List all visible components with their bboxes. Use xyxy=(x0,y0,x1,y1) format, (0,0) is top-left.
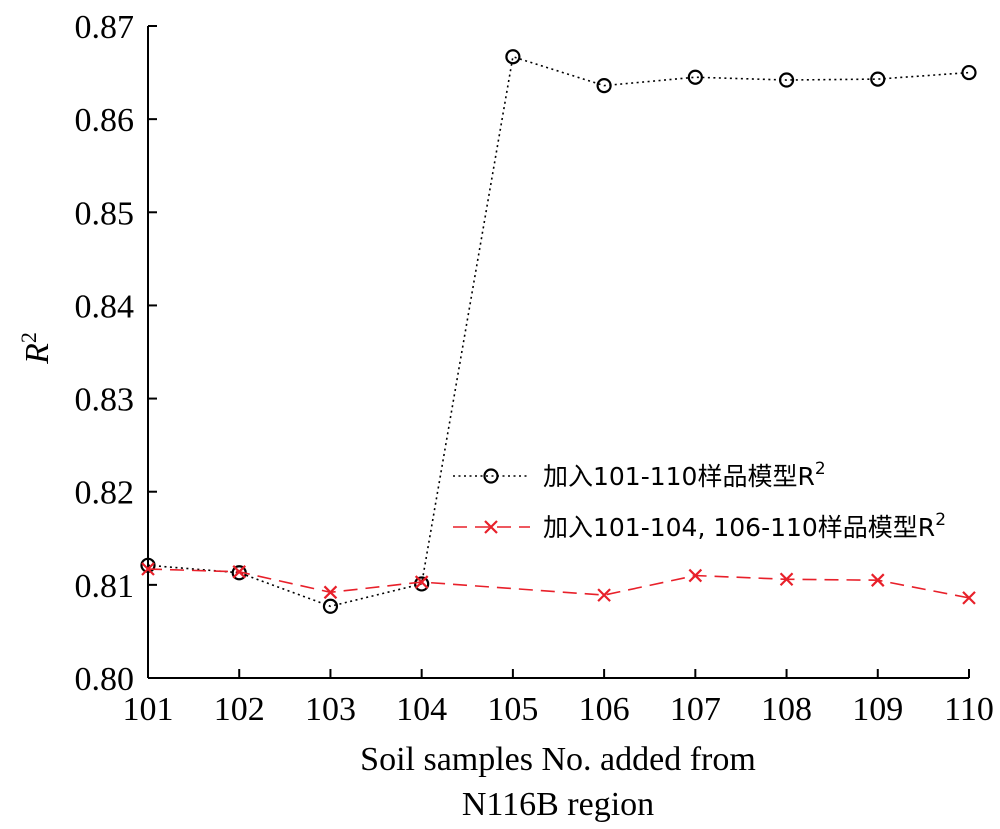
y-tick-label: 0.81 xyxy=(75,568,135,605)
y-tick-label: 0.86 xyxy=(75,102,135,139)
x-tick-label: 107 xyxy=(670,691,721,728)
series-1-point xyxy=(687,69,703,85)
x-tick-label: 101 xyxy=(123,691,174,728)
series-2-point xyxy=(688,568,703,583)
y-tick-label: 0.82 xyxy=(75,475,135,512)
series-2-point xyxy=(414,575,429,589)
series-1-point xyxy=(505,49,521,65)
x-tick-label: 104 xyxy=(396,691,447,728)
series-1-point xyxy=(140,557,156,573)
series-2-point xyxy=(962,591,976,605)
series-2-point xyxy=(597,588,611,602)
x-tick-label: 108 xyxy=(761,691,812,728)
axes: 101 102 103 104 105 106 107 108 109 110 0.80 0.81 0.… xyxy=(75,9,994,728)
series-1-point xyxy=(870,71,886,87)
series-2-point xyxy=(232,565,246,579)
y-tick-label: 0.87 xyxy=(75,9,135,46)
y-tick-label: 0.84 xyxy=(75,288,135,325)
series-1-point xyxy=(596,78,612,94)
x-axis-title-line1: Soil samples No. added from xyxy=(360,741,756,778)
series-1-point xyxy=(414,576,430,592)
series-layer xyxy=(140,49,977,614)
x-axis-title-line2: N116B region xyxy=(462,786,654,823)
series-2-point xyxy=(323,585,338,600)
legend-label-series-1: 加入101-110样品模型R2 xyxy=(543,459,826,491)
legend-label-series-2: 加入101-104, 106-110样品模型R2 xyxy=(543,510,946,542)
series-2-point xyxy=(871,573,885,587)
y-axis-title: R2 xyxy=(16,332,56,365)
x-tick-label: 110 xyxy=(944,691,994,728)
legend-marker-series-2 xyxy=(484,520,498,534)
y-tick-label: 0.85 xyxy=(75,195,135,232)
series-1-point xyxy=(778,72,795,88)
series-2-point xyxy=(141,562,155,576)
series-1-point xyxy=(322,598,339,614)
legend: 加入101-110样品模型R2 加入101-104, 106-110样品模型R2 xyxy=(453,459,946,542)
series-2-line xyxy=(147,568,970,599)
legend-marker-series-1 xyxy=(483,468,499,484)
series-2-point xyxy=(779,572,794,587)
x-tick-label: 102 xyxy=(214,691,265,728)
x-tick-label: 105 xyxy=(487,691,538,728)
y-tick-label: 0.80 xyxy=(75,661,135,698)
y-tick-label: 0.83 xyxy=(75,382,135,419)
x-tick-label: 106 xyxy=(579,691,630,728)
series-1-point xyxy=(961,64,977,81)
x-tick-label: 109 xyxy=(852,691,903,728)
x-tick-label: 103 xyxy=(305,691,356,728)
